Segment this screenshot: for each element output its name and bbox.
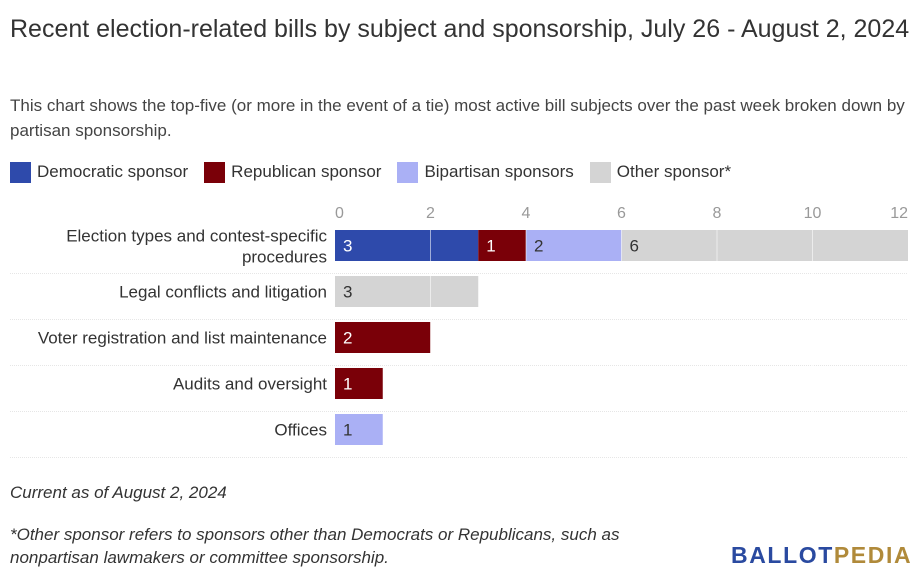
x-tick-label: 4 [522,205,531,222]
logo-part-pedia: PEDIA [833,542,913,568]
x-tick-label: 6 [617,205,626,222]
category-label: Audits and oversight [173,375,327,394]
category-label: procedures [242,248,327,267]
legend-item-republican: Republican sponsor [204,161,382,183]
category-label: Voter registration and list maintenance [38,329,327,348]
category-label: Election types and contest-specific [66,227,327,246]
logo-part-ballot: BALLOT [731,542,834,568]
x-tick-label: 10 [804,205,822,222]
bar-segment [526,230,622,261]
bar-segment [335,322,431,353]
bar-segment [621,230,908,261]
legend-item-bipartisan: Bipartisan sponsors [397,161,574,183]
x-tick-label: 12 [890,205,908,222]
bar-segment [335,368,383,399]
data-label: 1 [486,237,495,256]
legend-label-other: Other sponsor* [616,162,732,181]
chart-subtitle: This chart shows the top-five (or more i… [10,96,905,140]
x-tick-label: 8 [713,205,722,222]
data-label: 2 [534,237,543,256]
ballotpedia-logo: BALLOTPEDIA [731,541,912,569]
data-label: 2 [343,329,352,348]
legend-swatch-bipartisan [397,161,419,183]
category-label: Offices [274,421,327,440]
bar-segment [335,414,383,445]
x-tick-label: 2 [426,205,435,222]
data-label: 3 [343,237,352,256]
legend-item-other: Other sponsor* [589,161,732,183]
legend-swatch-other [589,161,611,183]
legend-label-republican: Republican sponsor [231,162,382,181]
chart-legend: Democratic sponsor Republican sponsor Bi… [10,160,747,184]
bar-segment [335,230,479,261]
data-label: 3 [343,283,352,302]
legend-swatch-republican [204,161,226,183]
category-label: Legal conflicts and litigation [119,283,327,302]
legend-label-democratic: Democratic sponsor [37,162,189,181]
x-tick-label: 0 [335,205,344,222]
legend-label-bipartisan: Bipartisan sponsors [424,162,574,181]
data-label: 6 [630,237,639,256]
data-label: 1 [343,375,352,394]
chart-title: Recent election-related bills by subject… [10,15,910,43]
legend-swatch-democratic [10,161,31,183]
as-of-date-note: Current as of August 2, 2024 [10,483,227,502]
data-label: 1 [343,421,352,440]
bar-segment [478,230,526,261]
bar-segment [335,276,479,307]
footnote: *Other sponsor refers to sponsors other … [10,525,620,567]
legend-item-democratic: Democratic sponsor [10,161,189,183]
